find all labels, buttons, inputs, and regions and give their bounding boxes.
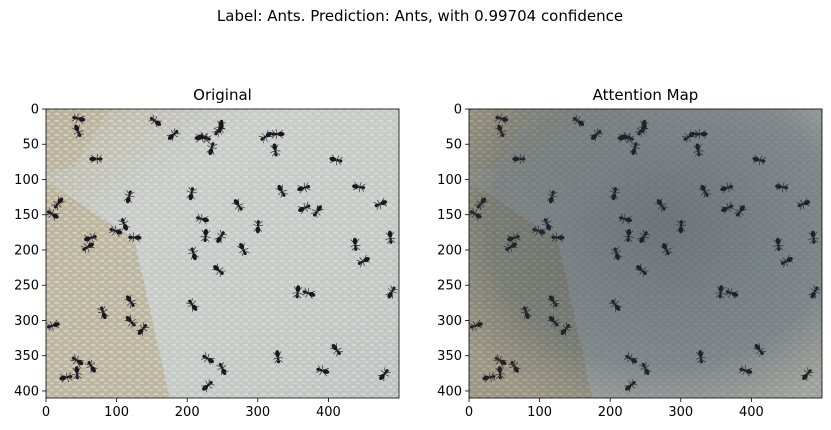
- y-tick-label: 250: [437, 279, 462, 294]
- x-tick-label: 300: [668, 405, 693, 420]
- y-tick-label: 0: [454, 103, 462, 118]
- y-tick-label: 50: [445, 138, 462, 153]
- axes-frame: [468, 108, 823, 399]
- axes-frame: [45, 108, 400, 399]
- y-tick-label: 0: [31, 103, 39, 118]
- axes-title: Attention Map: [593, 86, 699, 104]
- y-tick-label: 200: [437, 243, 462, 258]
- x-tick-label: 100: [527, 405, 552, 420]
- y-tick-label: 250: [14, 279, 39, 294]
- photo-image: [45, 109, 399, 398]
- x-tick-label: 100: [104, 405, 129, 420]
- y-tick-label: 150: [14, 208, 39, 223]
- x-tick-label: 400: [316, 405, 341, 420]
- y-tick-label: 50: [22, 138, 39, 153]
- ants-layer: [45, 113, 398, 393]
- x-tick-label: 400: [739, 405, 764, 420]
- y-tick-label: 300: [437, 314, 462, 329]
- figure-suptitle: Label: Ants. Prediction: Ants, with 0.99…: [217, 7, 623, 25]
- x-tick-label: 300: [245, 405, 270, 420]
- photo-image: [468, 109, 822, 398]
- y-tick-label: 350: [14, 349, 39, 364]
- y-tick-label: 300: [14, 314, 39, 329]
- y-tick-label: 100: [14, 173, 39, 188]
- y-tick-label: 350: [437, 349, 462, 364]
- x-tick-label: 200: [175, 405, 200, 420]
- y-tick-label: 200: [14, 243, 39, 258]
- axes-title: Original: [193, 86, 252, 104]
- x-tick-label: 200: [598, 405, 623, 420]
- y-tick-label: 400: [14, 384, 39, 399]
- attention-overlay: [469, 109, 822, 398]
- y-tick-label: 100: [437, 173, 462, 188]
- x-tick-label: 0: [465, 405, 473, 420]
- y-tick-label: 150: [437, 208, 462, 223]
- x-tick-label: 0: [42, 405, 50, 420]
- y-tick-label: 400: [437, 384, 462, 399]
